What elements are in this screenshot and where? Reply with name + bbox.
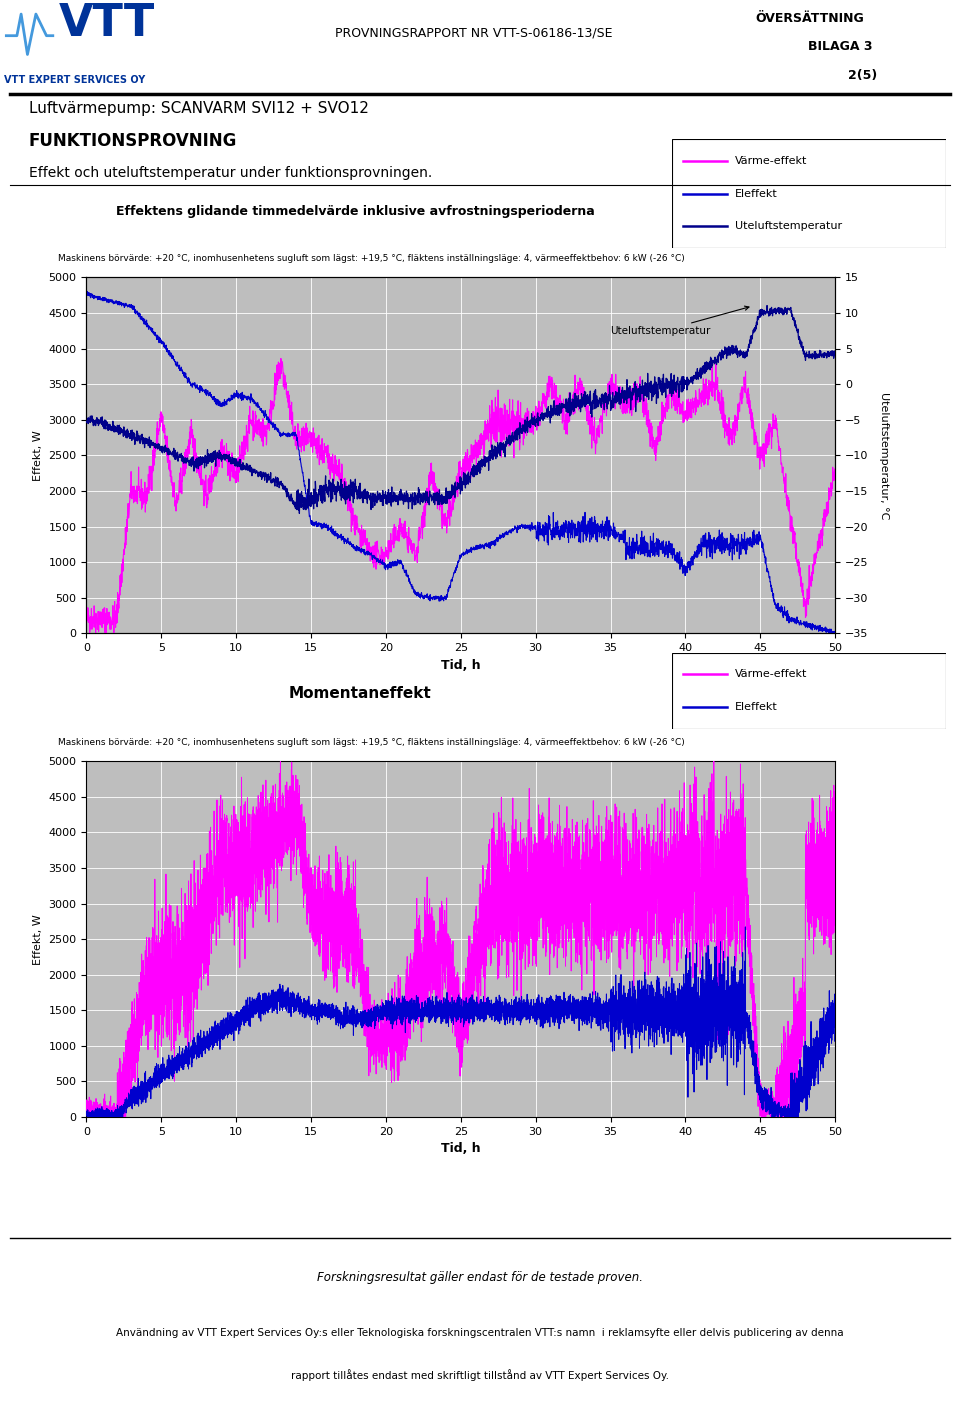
Text: Eleffekt: Eleffekt	[735, 703, 778, 713]
Text: 2(5): 2(5)	[848, 68, 877, 81]
Y-axis label: Effekt, W: Effekt, W	[33, 430, 43, 481]
Text: Uteluftstemperatur: Uteluftstemperatur	[611, 306, 749, 336]
Text: Maskinens börvärde: +20 °C, inomhusenhetens sugluft som lägst: +19,5 °C, fläkten: Maskinens börvärde: +20 °C, inomhusenhet…	[58, 739, 684, 747]
Text: Effektens glidande timmedelvärde inklusive avfrostningsperioderna: Effektens glidande timmedelvärde inklusi…	[116, 205, 594, 218]
Text: FUNKTIONSPROVNING: FUNKTIONSPROVNING	[29, 132, 237, 149]
X-axis label: Tid, h: Tid, h	[441, 1143, 481, 1155]
Text: PROVNINGSRAPPORT NR VTT-S-06186-13/SE: PROVNINGSRAPPORT NR VTT-S-06186-13/SE	[334, 27, 612, 40]
Text: Momentaneffekt: Momentaneffekt	[289, 686, 431, 702]
Text: Användning av VTT Expert Services Oy:s eller Teknologiska forskningscentralen VT: Användning av VTT Expert Services Oy:s e…	[116, 1328, 844, 1338]
Text: ÖVERSÄTTNING: ÖVERSÄTTNING	[756, 13, 865, 26]
X-axis label: Tid, h: Tid, h	[441, 659, 481, 672]
Text: BILAGA 3: BILAGA 3	[808, 40, 873, 54]
Text: Maskinens börvärde: +20 °C, inomhusenhetens sugluft som lägst: +19,5 °C, fläkten: Maskinens börvärde: +20 °C, inomhusenhet…	[58, 255, 684, 263]
Text: Värme-effekt: Värme-effekt	[735, 669, 807, 679]
Y-axis label: Effekt, W: Effekt, W	[33, 914, 43, 965]
Text: Effekt och uteluftstemperatur under funktionsprovningen.: Effekt och uteluftstemperatur under funk…	[29, 165, 432, 179]
Text: VTT: VTT	[60, 1, 156, 46]
Text: Luftvärmepump: SCANVARM SVI12 + SVO12: Luftvärmepump: SCANVARM SVI12 + SVO12	[29, 101, 369, 117]
Text: rapport tillåtes endast med skriftligt tillstånd av VTT Expert Services Oy.: rapport tillåtes endast med skriftligt t…	[291, 1369, 669, 1382]
Text: Värme-effekt: Värme-effekt	[735, 157, 807, 166]
Y-axis label: Uteluftstemperatur, °C: Uteluftstemperatur, °C	[879, 391, 889, 519]
Text: VTT EXPERT SERVICES OY: VTT EXPERT SERVICES OY	[4, 75, 146, 85]
Text: Forskningsresultat gäller endast för de testade proven.: Forskningsresultat gäller endast för de …	[317, 1271, 643, 1285]
Text: Uteluftstemperatur: Uteluftstemperatur	[735, 221, 842, 231]
Text: Eleffekt: Eleffekt	[735, 188, 778, 199]
